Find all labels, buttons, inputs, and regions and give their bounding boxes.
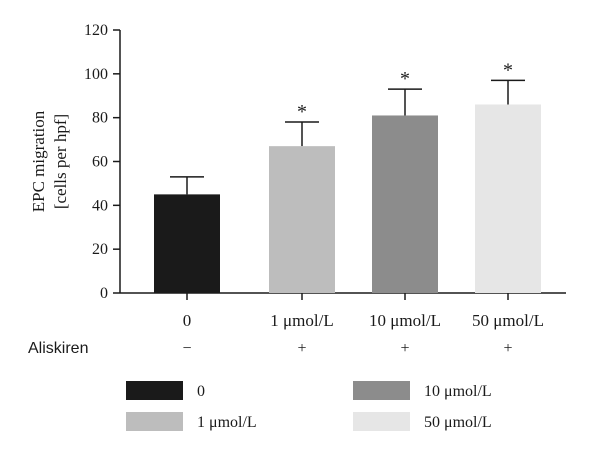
aliskiren-sign: − <box>182 340 191 357</box>
x-axis <box>120 292 566 300</box>
aliskiren-sign: + <box>503 340 512 357</box>
significance-mark: * <box>400 68 410 90</box>
y-axis-label: EPC migration [cells per hpf] <box>29 110 70 212</box>
y-tick-label: 120 <box>84 22 108 39</box>
legend-label: 10 μmol/L <box>424 383 492 400</box>
y-tick-label: 0 <box>100 285 108 302</box>
y-axis: 0 20 40 60 80 100 120 <box>84 22 121 302</box>
legend-label: 1 μmol/L <box>197 414 257 431</box>
x-tick-label: 50 μmol/L <box>472 311 544 330</box>
legend: 0 10 μmol/L 1 μmol/L 50 μmol/L <box>126 381 492 431</box>
legend-swatch <box>353 381 410 400</box>
aliskiren-row: Aliskiren − + + + <box>28 340 513 357</box>
aliskiren-label: Aliskiren <box>28 340 88 357</box>
legend-swatch <box>353 412 410 431</box>
bar <box>269 146 335 293</box>
y-tick-label: 40 <box>92 197 108 214</box>
significance-mark: * <box>297 101 307 123</box>
bar <box>154 194 220 293</box>
y-axis-title: EPC migration [cells per hpf] <box>29 110 70 212</box>
y-axis-title-line: EPC migration <box>29 110 48 212</box>
bar <box>372 115 438 293</box>
legend-swatch <box>126 412 183 431</box>
legend-label: 0 <box>197 383 205 400</box>
x-tick-label: 10 μmol/L <box>369 311 441 330</box>
significance-mark: * <box>503 59 513 81</box>
y-tick-label: 100 <box>84 66 108 83</box>
y-tick-label: 80 <box>92 110 108 127</box>
y-tick-label: 20 <box>92 241 108 258</box>
y-axis-title-line: [cells per hpf] <box>51 114 70 209</box>
bar <box>475 104 541 294</box>
aliskiren-sign: + <box>400 340 409 357</box>
bars: * * * <box>154 59 541 294</box>
aliskiren-sign: + <box>297 340 306 357</box>
legend-swatch <box>126 381 183 400</box>
x-tick-label: 0 <box>183 311 192 330</box>
x-tick-label: 1 μmol/L <box>270 311 333 330</box>
category-labels: 0 1 μmol/L 10 μmol/L 50 μmol/L <box>183 311 544 330</box>
legend-label: 50 μmol/L <box>424 414 492 431</box>
y-tick-label: 60 <box>92 154 108 171</box>
